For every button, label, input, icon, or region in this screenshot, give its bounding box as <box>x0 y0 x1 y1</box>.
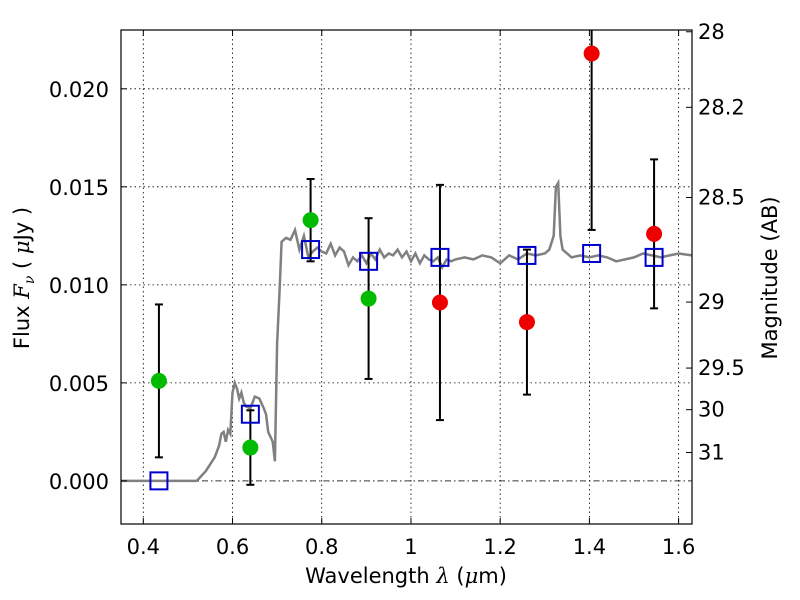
photometry-point-marker <box>302 212 319 229</box>
x-tick-label: 0.8 <box>305 535 338 559</box>
y-tick-label: 0.015 <box>49 176 109 200</box>
y-tick-label: 0.010 <box>49 274 109 298</box>
right-tick-label: 29 <box>698 290 725 314</box>
right-tick-label: 29.5 <box>698 356 745 380</box>
x-tick-label: 1.4 <box>573 535 606 559</box>
x-tick-label: 0.6 <box>216 535 249 559</box>
x-tick-label: 1 <box>404 535 417 559</box>
x-axis-title: Wavelength λ (μm) <box>305 564 507 588</box>
right-tick-label: 31 <box>698 441 725 465</box>
x-tick-label: 0.4 <box>127 535 160 559</box>
grid <box>121 30 692 524</box>
photometry-point-marker <box>646 225 663 242</box>
model-square-marker <box>240 404 260 424</box>
photometry-point-marker <box>431 294 448 311</box>
tick-labels: 0.4 0.6 0.8 1 1.2 1.4 1.6 0.000 0.005 0.010 0.015 0… <box>49 20 745 559</box>
model-square-marker <box>644 247 664 267</box>
photometry-point-marker <box>583 45 600 62</box>
template-spectrum-line <box>121 178 693 483</box>
model-square-marker <box>430 247 450 267</box>
model-square-marker <box>149 471 169 491</box>
right-axis-title: Magnitude (AB) <box>758 196 782 359</box>
photometry-point-marker <box>242 439 259 456</box>
right-tick-label: 28.5 <box>698 186 745 210</box>
model-square-marker <box>582 243 602 263</box>
y-tick-label: 0.000 <box>49 470 109 494</box>
photometry-point-marker <box>150 372 167 389</box>
right-tick-label: 30 <box>698 398 725 422</box>
right-tick-label: 28.2 <box>698 95 745 119</box>
y-tick-label: 0.020 <box>49 78 109 102</box>
axis-ticks <box>121 30 692 524</box>
x-tick-label: 1.6 <box>662 535 695 559</box>
photometry-point-marker <box>360 290 377 307</box>
data-markers <box>149 45 664 491</box>
x-tick-label: 1.2 <box>483 535 516 559</box>
plot-frame <box>120 29 693 525</box>
model-square-marker <box>301 240 321 260</box>
right-tick-label: 28 <box>698 20 725 44</box>
y-tick-label: 0.005 <box>49 372 109 396</box>
model-square-marker <box>359 251 379 271</box>
photometry-point-marker <box>518 314 535 331</box>
y-axis-title: Flux Fν ( μJy ) <box>10 207 38 349</box>
model-square-marker <box>517 245 537 265</box>
